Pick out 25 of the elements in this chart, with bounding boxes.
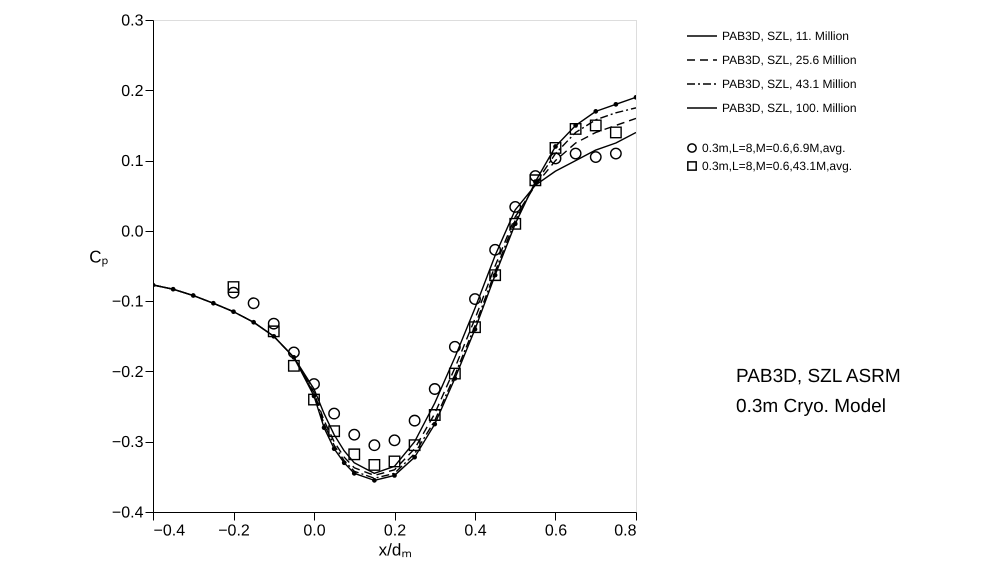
y-tick-label: 0.0: [121, 223, 144, 240]
x-axis-title: x/dₘ: [378, 540, 412, 560]
y-tick-label: 0.1: [121, 153, 144, 170]
y-tick-label: 0.2: [121, 82, 144, 100]
y-tick-label: −0.1: [112, 294, 144, 311]
x-tick-label: −0.4: [154, 522, 186, 540]
text: 0.3m Cryo. Model: [736, 396, 886, 417]
x-tick-label: 0.4: [464, 522, 487, 540]
y-axis-title: Cₚ: [89, 248, 108, 268]
y-tick-label: −0.2: [112, 364, 144, 381]
legend-label: 0.3m,L=8,M=0.6,43.1M,avg.: [702, 159, 852, 173]
legend-label: 0.3m,L=8,M=0.6,6.9M,avg.: [702, 141, 846, 155]
x-tick-label: 0.6: [544, 522, 568, 540]
legend-label: PAB3D, SZL, 43.1 Million: [722, 77, 857, 91]
legend-label: PAB3D, SZL, 100. Million: [722, 101, 857, 115]
x-tick-label: 0.8: [614, 522, 637, 540]
legend-label: PAB3D, SZL, 11. Million: [722, 29, 849, 43]
y-tick-label: −0.4: [112, 504, 144, 522]
x-tick-label: −0.2: [218, 522, 250, 540]
y-tick-label: −0.3: [112, 434, 144, 452]
legend-label: PAB3D, SZL, 25.6 Million: [722, 53, 857, 67]
x-tick-label: 0.2: [384, 522, 406, 540]
x-tick-label: 0.0: [303, 522, 326, 540]
text: PAB3D, SZL ASRM: [736, 366, 901, 387]
y-tick-label: 0.3: [121, 12, 144, 30]
